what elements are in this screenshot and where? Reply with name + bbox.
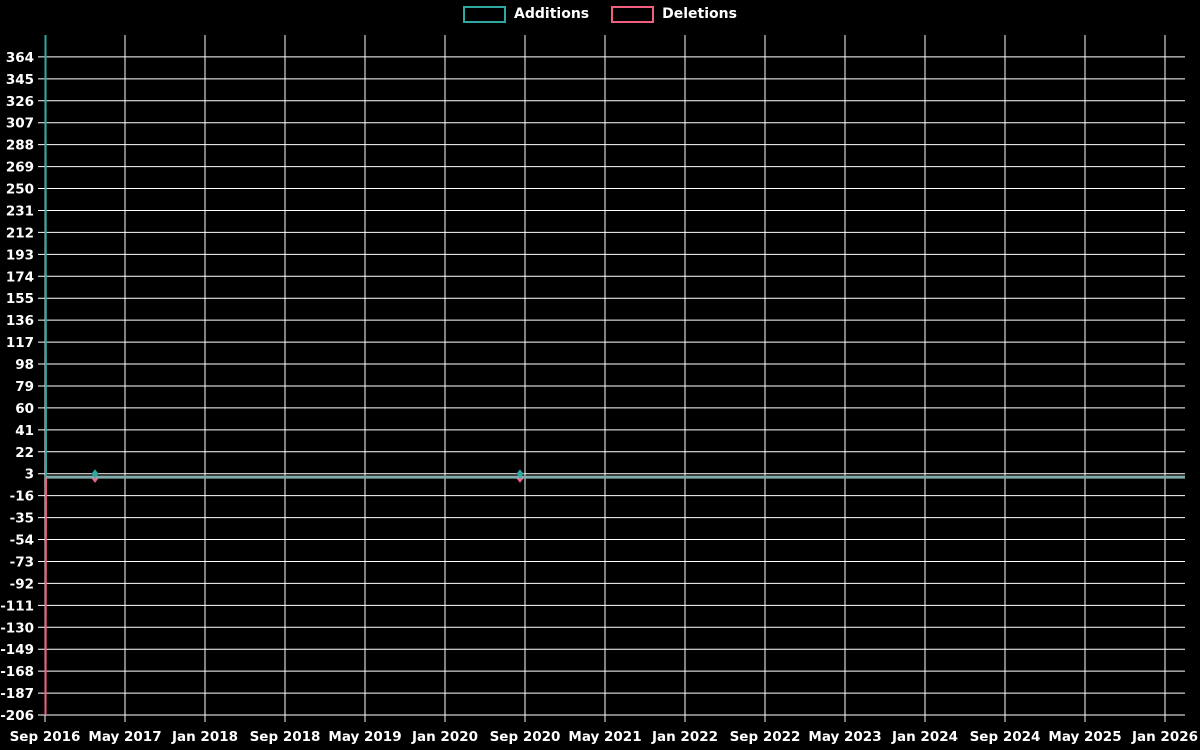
y-tick-label: -54 — [10, 533, 34, 549]
deletions-swatch-icon — [611, 6, 655, 23]
x-tick-label: Sep 2018 — [250, 729, 321, 745]
y-tick-label: 117 — [6, 335, 34, 351]
legend-item-deletions[interactable]: Deletions — [611, 6, 737, 23]
y-tick-label: 155 — [6, 291, 34, 307]
y-tick-label: 193 — [6, 247, 34, 263]
y-tick-label: -130 — [0, 620, 34, 636]
x-tick-label: Jan 2022 — [651, 729, 718, 745]
y-tick-label: 98 — [15, 357, 34, 373]
x-tick-label: Jan 2020 — [411, 729, 478, 745]
y-tick-label: 3 — [25, 467, 34, 483]
y-tick-label: -35 — [10, 511, 34, 527]
x-tick-label: May 2017 — [88, 729, 161, 745]
x-tick-label: Jan 2026 — [1131, 729, 1198, 745]
x-tick-label: Jan 2018 — [171, 729, 238, 745]
x-tick-label: Sep 2024 — [970, 729, 1041, 745]
x-tick-label: May 2025 — [1048, 729, 1121, 745]
y-tick-label: -92 — [10, 576, 34, 592]
grid — [38, 35, 1185, 722]
y-tick-label: 41 — [15, 423, 34, 439]
y-tick-label: 288 — [6, 138, 34, 154]
y-tick-label: -16 — [10, 489, 34, 505]
y-tick-label: 212 — [6, 225, 34, 241]
y-tick-label: 326 — [6, 94, 34, 110]
y-tick-label: 79 — [15, 379, 34, 395]
data-point-marker[interactable] — [91, 469, 99, 479]
y-tick-label: -111 — [0, 598, 34, 614]
y-tick-label: -168 — [0, 664, 34, 680]
legend-label-deletions: Deletions — [662, 6, 737, 22]
x-tick-label: May 2023 — [808, 729, 881, 745]
y-tick-label: 364 — [6, 50, 34, 66]
y-tick-label: -149 — [0, 642, 34, 658]
x-axis-labels: Sep 2016 May 2017 Jan 2018 Sep 2018 May 2019… — [10, 729, 1198, 745]
x-tick-label: Jan 2024 — [891, 729, 958, 745]
y-tick-label: 307 — [6, 116, 34, 132]
y-tick-label: 136 — [6, 313, 34, 329]
y-tick-label: -206 — [0, 708, 34, 724]
y-tick-label: 174 — [6, 269, 34, 285]
y-tick-label: 60 — [15, 401, 34, 417]
chart-legend: Additions Deletions — [0, 6, 1200, 23]
legend-item-additions[interactable]: Additions — [463, 6, 589, 23]
additions-swatch-icon — [463, 6, 507, 23]
x-tick-label: Sep 2022 — [730, 729, 801, 745]
y-tick-label: 231 — [6, 203, 34, 219]
data-point-marker[interactable] — [516, 469, 524, 479]
y-axis-labels: 364 345 326 307 288 269 250 231 212 193 174 155 136 1… — [0, 50, 34, 724]
x-tick-label: Sep 2020 — [490, 729, 561, 745]
series-deletions — [44, 473, 1185, 716]
legend-label-additions: Additions — [514, 6, 590, 22]
y-tick-label: 250 — [6, 182, 34, 198]
x-tick-label: May 2021 — [568, 729, 641, 745]
x-tick-label: May 2019 — [328, 729, 401, 745]
series-line — [44, 34, 47, 478]
y-tick-label: 345 — [6, 72, 34, 88]
y-tick-label: -187 — [0, 686, 34, 702]
y-tick-label: 269 — [6, 160, 34, 176]
series-additions — [44, 34, 1185, 479]
x-tick-label: Sep 2016 — [10, 729, 81, 745]
y-tick-label: 22 — [15, 445, 34, 461]
series-line — [44, 477, 47, 716]
y-tick-label: -73 — [10, 554, 34, 570]
